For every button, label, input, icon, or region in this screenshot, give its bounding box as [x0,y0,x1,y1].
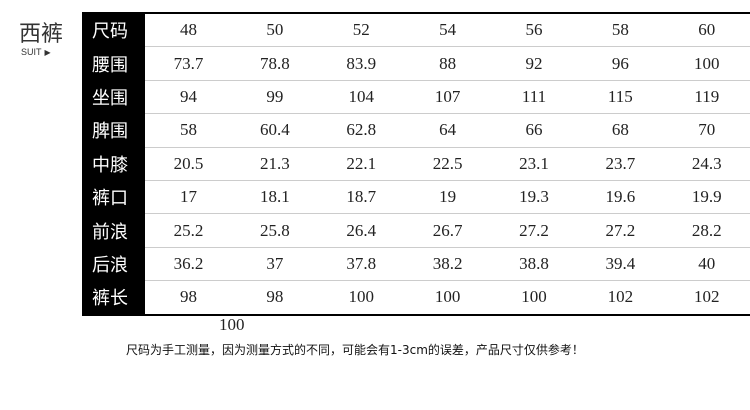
table-cell: 48 [179,20,197,40]
table-cell: 88 [404,46,491,81]
table-cell: 18.1 [231,179,319,214]
table-cell: 98 [145,280,232,315]
table-cell: 19 [404,179,491,214]
table-cell: 22.1 [318,146,405,181]
table-cell: 23.7 [577,146,664,181]
subtitle-text: SUIT [21,47,42,57]
table-cell: 26.7 [404,213,491,248]
table-cell: 73.7 [145,46,232,81]
table-cell: 100 [318,280,405,315]
table-cell: 119 [663,79,750,114]
table-cell: 50 [266,20,284,40]
table-cell: 24.3 [663,146,750,181]
table-cell: 60.4 [231,113,319,148]
table-cell: 39.4 [577,246,664,281]
row-label: 腰围 [82,46,146,81]
table-row: 尺码 48 50 52 54 56 58 60 [82,13,750,47]
table-cell: 25.8 [231,213,319,248]
stray-value: 100 [219,315,245,334]
table-cell: 70 [663,113,750,148]
table-cell: 64 [404,113,491,148]
table-row: 腰围 73.7 78.8 83.9 88 92 96 100 [82,46,750,81]
table-cell: 100 [490,280,578,315]
row-label: 裤长 [82,280,146,315]
row-label: 裤口 [82,179,146,214]
table-cell: 92 [490,46,578,81]
table-cell: 100 [404,280,491,315]
table-row: 裤长 98 98 100 100 100 102 102 [82,280,750,315]
table-row: 坐围 94 99 104 107 111 115 119 [82,79,750,114]
table-row: 前浪 25.2 25.8 26.4 26.7 27.2 27.2 28.2 [82,213,750,248]
table-cell: 25.2 [145,213,232,248]
table-cell: 107 [404,79,491,114]
table-cell: 27.2 [490,213,578,248]
measurement-note: 尺码为手工测量，因为测量方式的不同，可能会有1-3cm的误差，产品尺寸仅供参考！ [126,343,584,357]
table-cell: 62.8 [318,113,405,148]
table-cell: 40 [663,246,750,281]
table-cell: 19.3 [490,179,578,214]
row-label: 坐围 [82,79,146,114]
table-cell: 54 [439,20,457,40]
table-cell: 37.8 [318,246,405,281]
table-cell: 58 [611,20,629,40]
table-cell: 58 [145,113,232,148]
row-label: 脾围 [82,113,146,148]
table-cell: 99 [231,79,319,114]
table-cell: 94 [145,79,232,114]
table-cell: 60 [698,20,716,40]
table-cell: 96 [577,46,664,81]
table-row: 脾围 58 60.4 62.8 64 66 68 70 [82,113,750,148]
table-row: 后浪 36.2 37 37.8 38.2 38.8 39.4 40 [82,246,750,281]
table-row: 裤口 17 18.1 18.7 19 19.3 19.6 19.9 [82,179,750,214]
table-row: 中膝 20.5 21.3 22.1 22.5 23.1 23.7 24.3 [82,146,750,181]
table-cell: 115 [577,79,664,114]
table-cell: 21.3 [231,146,319,181]
row-label: 尺码 [82,13,146,47]
table-cell: 19.6 [577,179,664,214]
table-cell: 102 [577,280,664,315]
table-cell: 56 [525,20,543,40]
table-cell: 66 [490,113,578,148]
table-cell: 27.2 [577,213,664,248]
table-cell: 19.9 [663,179,750,214]
table-cell: 36.2 [145,246,232,281]
table-cell: 78.8 [231,46,319,81]
table-cell: 100 [663,46,750,81]
table-cell: 22.5 [404,146,491,181]
table-cell: 68 [577,113,664,148]
table-cell: 26.4 [318,213,405,248]
section-title: 西裤 [19,22,64,47]
section-subtitle: SUIT ▶ [21,47,51,57]
row-label: 后浪 [82,246,146,281]
table-cell: 18.7 [318,179,405,214]
table-cell: 17 [145,179,232,214]
table-cell: 111 [490,79,578,114]
table-cell: 37 [231,246,319,281]
table-cell: 38.2 [404,246,491,281]
table-cell: 98 [231,280,319,315]
table-cell: 28.2 [663,213,750,248]
table-cell: 38.8 [490,246,578,281]
table-cell: 83.9 [318,46,405,81]
row-label: 前浪 [82,213,146,248]
table-cell: 52 [352,20,370,40]
table-cell: 23.1 [490,146,578,181]
table-cell: 102 [663,280,750,315]
table-cell: 20.5 [145,146,232,181]
size-table: 尺码 48 50 52 54 56 58 60 腰围 73.7 78.8 83.9 88 92 96 100 坐… [82,12,750,316]
table-cell: 104 [318,79,405,114]
triangle-right-icon: ▶ [44,48,51,57]
row-label: 中膝 [82,146,146,181]
